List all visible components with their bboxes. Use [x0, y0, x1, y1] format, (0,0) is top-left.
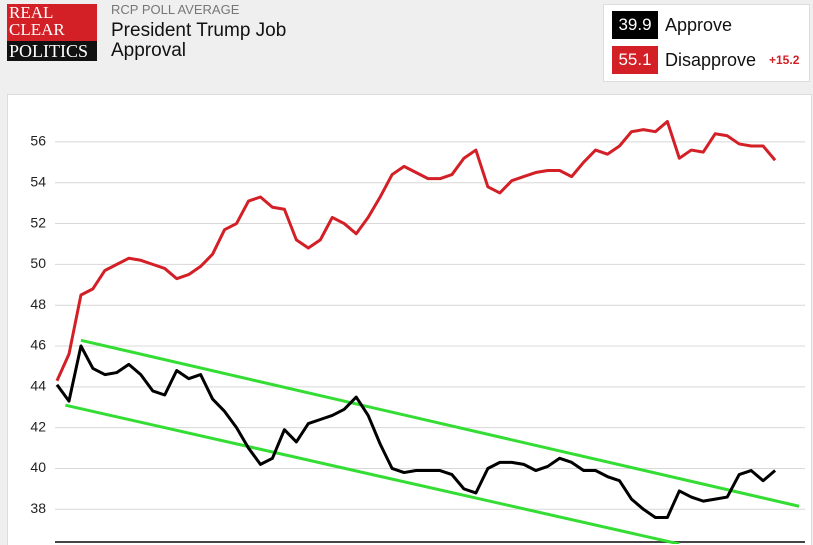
legend-label: Disapprove — [665, 49, 757, 70]
title: President Trump Job Approval — [111, 20, 287, 61]
trend-line — [80, 338, 800, 508]
y-tick-label: 44 — [30, 378, 46, 394]
y-tick-label: 48 — [30, 296, 46, 312]
legend-value: 39.9 — [612, 11, 658, 39]
y-tick-label: 56 — [30, 133, 46, 149]
legend-value: 55.1 — [612, 46, 658, 74]
series-line — [55, 344, 777, 519]
logo-line: CLEAR — [9, 20, 65, 39]
y-tick-label: 42 — [30, 418, 46, 434]
y-tick-label: 40 — [30, 459, 46, 475]
y-tick-label: 52 — [30, 214, 46, 230]
legend-label: Approve — [665, 14, 733, 35]
legend: 39.9 Approve 55.1 Disapprove +15.2 — [603, 4, 810, 82]
y-tick-label: 54 — [30, 173, 46, 189]
logo-line: POLITICS — [7, 41, 97, 61]
spread: +15.2 — [769, 53, 800, 67]
y-tick-label: 38 — [30, 500, 46, 516]
legend-entry: 55.1 Disapprove — [612, 46, 756, 74]
trend-line — [65, 403, 680, 544]
y-tick-label: 46 — [30, 337, 46, 353]
y-tick-label: 50 — [30, 255, 46, 271]
legend-entry: 39.9 Approve — [612, 11, 732, 39]
logo: REAL CLEAR POLITICS — [7, 4, 97, 61]
series-line — [55, 119, 777, 382]
logo-line: REAL — [9, 3, 54, 22]
subtitle: RCP POLL AVERAGE — [111, 2, 240, 17]
